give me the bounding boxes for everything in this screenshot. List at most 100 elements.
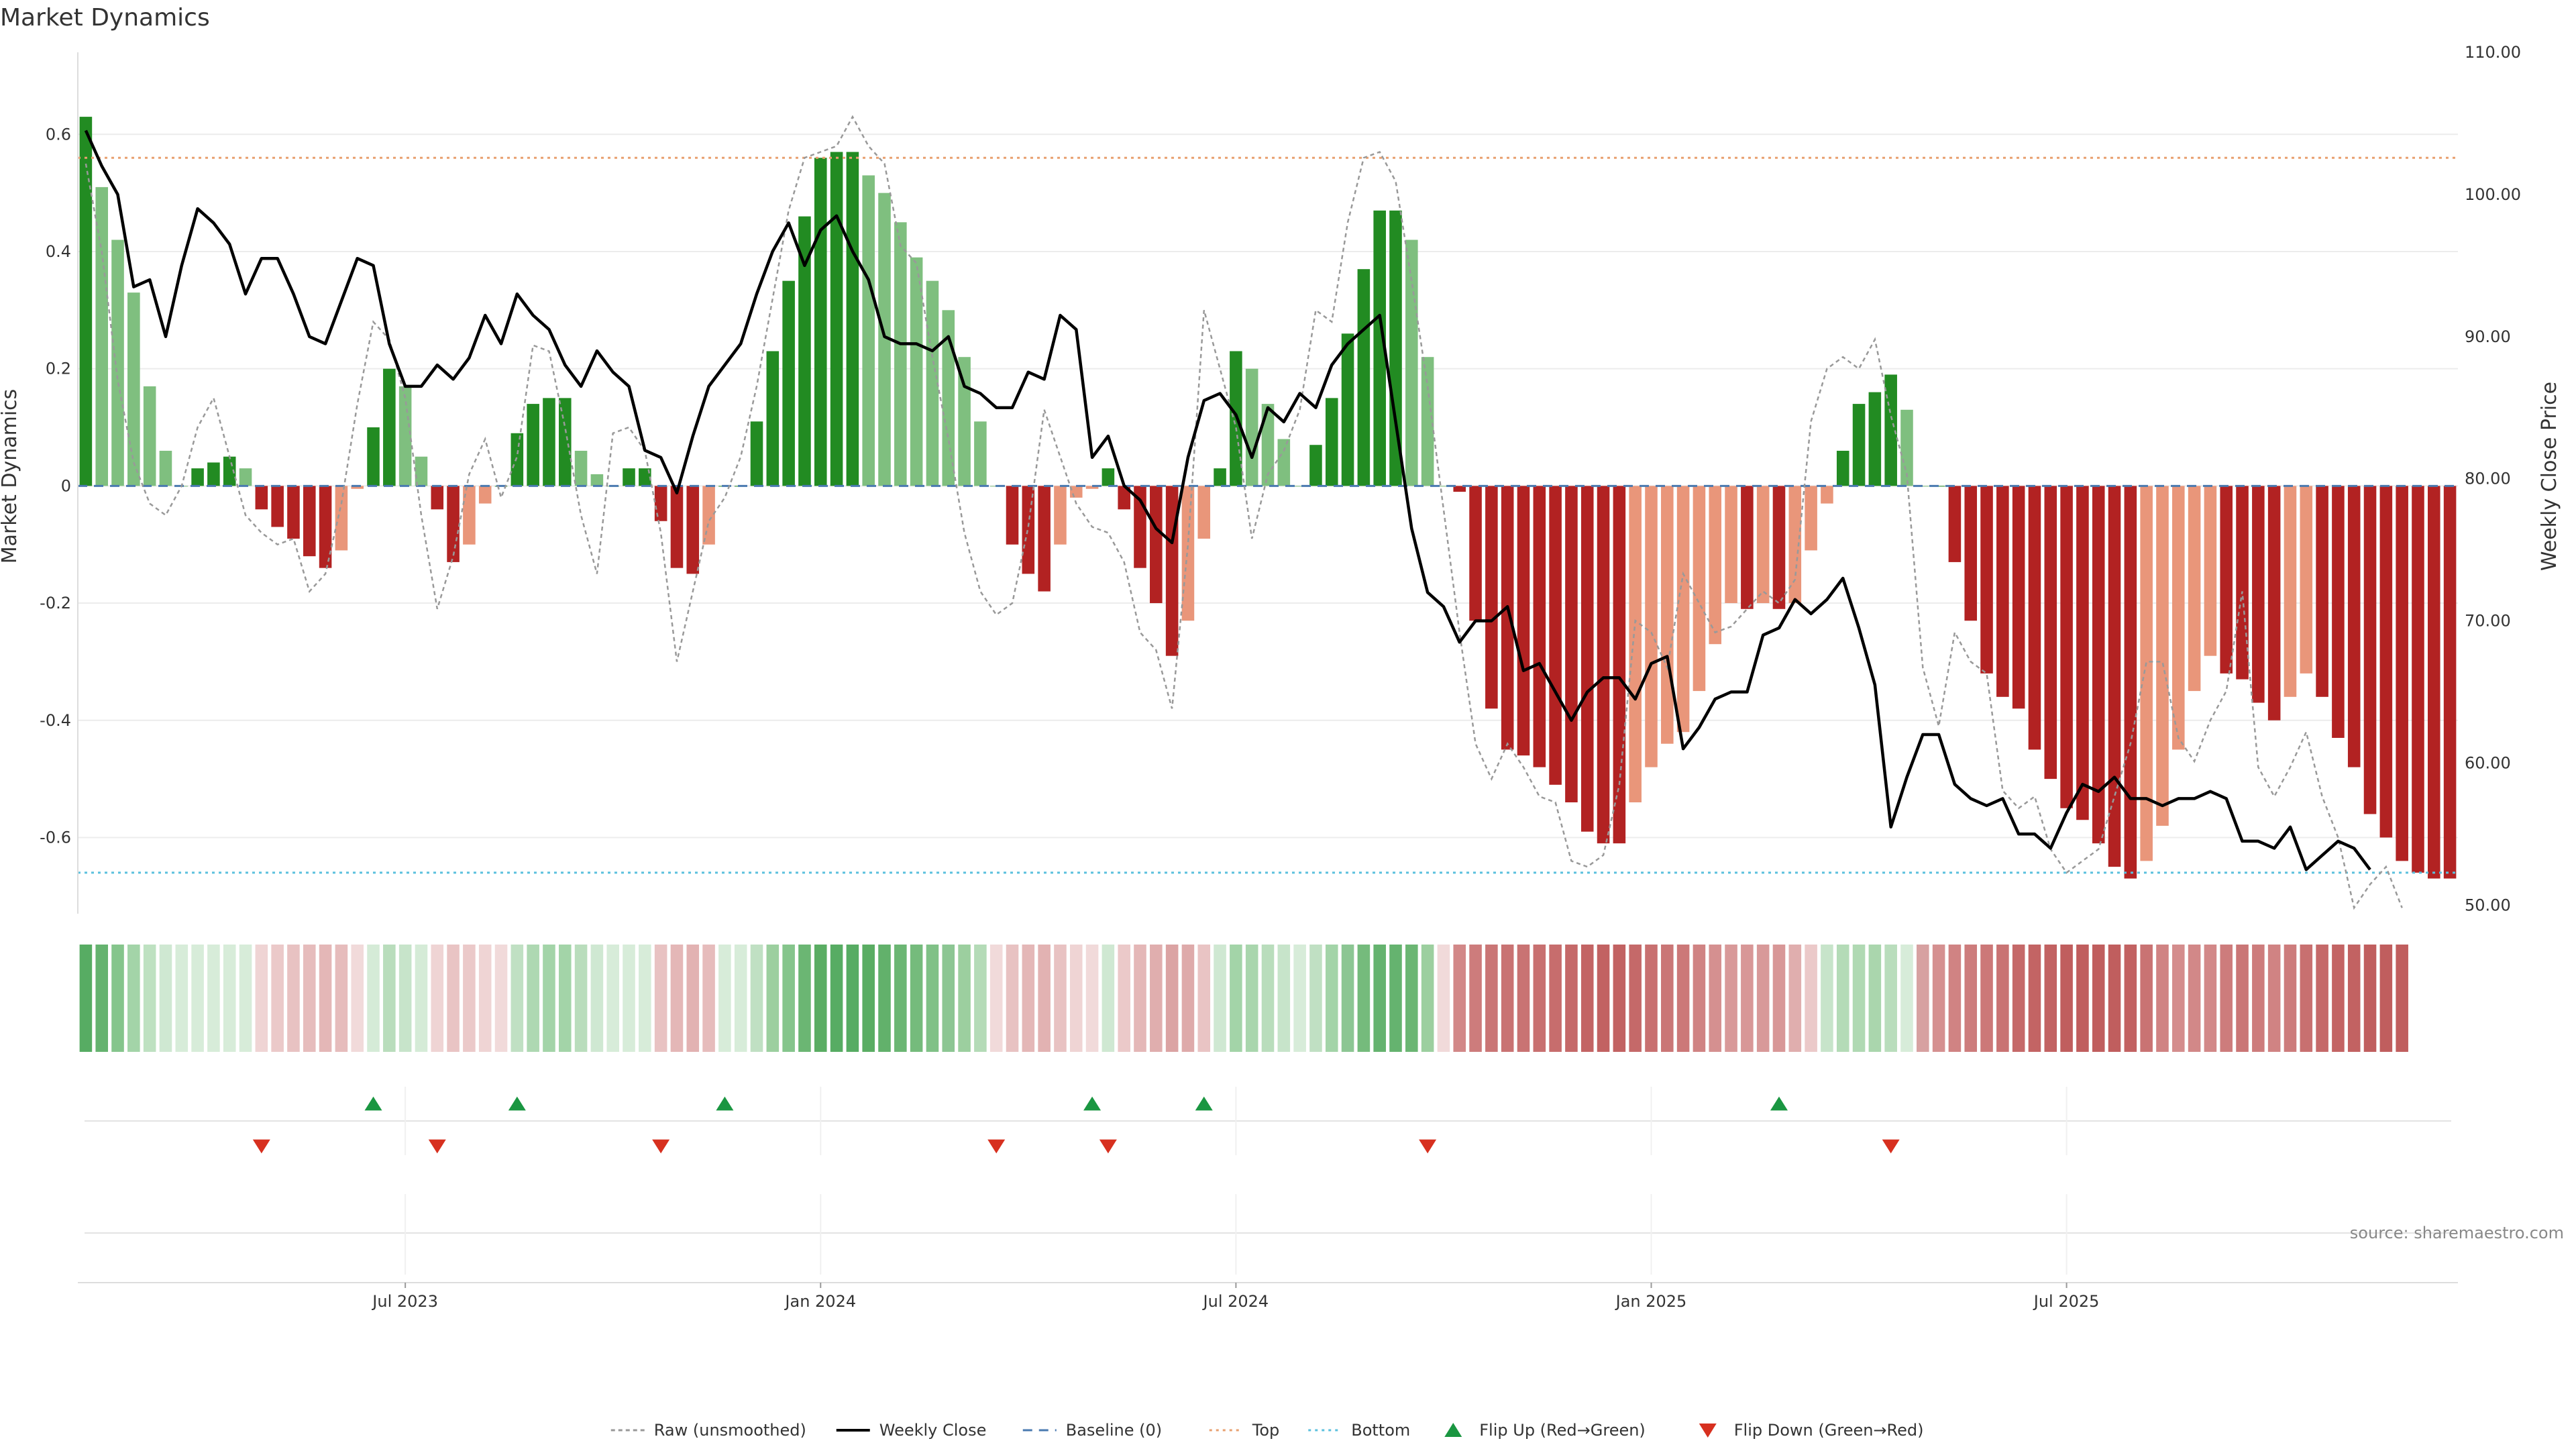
md-bar	[239, 468, 252, 486]
state-cell	[1788, 945, 1802, 1052]
md-bar	[511, 433, 524, 486]
md-bar	[1741, 486, 1754, 609]
state-cell	[223, 945, 236, 1052]
y-tick-label: 0.4	[46, 242, 71, 261]
state-cell	[431, 945, 444, 1052]
md-bar	[590, 474, 604, 486]
md-bar	[1469, 486, 1482, 621]
y-tick-label: 0.6	[46, 125, 71, 144]
reference-lines	[78, 156, 2458, 874]
md-bar	[543, 398, 555, 486]
state-cell	[1772, 945, 1786, 1052]
state-cell	[654, 945, 667, 1052]
state-cell	[639, 945, 651, 1052]
state-cell	[1709, 945, 1722, 1052]
state-cell	[670, 945, 684, 1052]
bars	[79, 117, 2457, 879]
md-bar	[2012, 486, 2025, 709]
md-bar	[191, 468, 204, 486]
state-cell	[1134, 945, 1146, 1052]
flip-down-marker	[428, 1139, 446, 1154]
state-cell	[1181, 945, 1195, 1052]
md-bar	[1676, 486, 1690, 733]
state-cell	[1277, 945, 1291, 1052]
legend-label: Weekly Close	[879, 1421, 987, 1440]
md-bar	[2044, 486, 2057, 780]
state-cell	[255, 945, 268, 1052]
flip-down-marker	[652, 1139, 670, 1154]
state-cell	[1725, 945, 1737, 1052]
md-bar	[1277, 439, 1291, 486]
md-bar	[846, 152, 859, 486]
md-bar	[1661, 486, 1674, 744]
md-bar	[1788, 486, 1802, 604]
state-cell	[558, 945, 572, 1052]
state-cell	[1756, 945, 1770, 1052]
md-bar	[351, 486, 364, 489]
state-cell	[2156, 945, 2169, 1052]
md-bar	[750, 421, 763, 486]
md-bar	[303, 486, 316, 557]
x-tick-label: Jul 2024	[1202, 1292, 1269, 1311]
md-bar	[910, 257, 923, 486]
state-cell	[1868, 945, 1882, 1052]
md-bar	[798, 216, 811, 486]
md-bar	[2060, 486, 2073, 808]
state-cell	[1453, 945, 1466, 1052]
state-cell	[1357, 945, 1371, 1052]
flip-up-marker	[1195, 1096, 1213, 1111]
md-bar	[1709, 486, 1722, 645]
state-cell	[2363, 945, 2377, 1052]
md-bar	[1964, 486, 1978, 621]
md-bar	[1756, 486, 1770, 604]
state-cell	[1948, 945, 1962, 1052]
md-bar	[2363, 486, 2377, 814]
state-cell	[1805, 945, 1817, 1052]
md-bar	[639, 468, 651, 486]
state-cell	[319, 945, 332, 1052]
md-bar	[1421, 357, 1434, 486]
state-cell	[989, 945, 1003, 1052]
md-bar	[2427, 486, 2440, 879]
md-bar	[1197, 486, 1211, 539]
md-bar	[2347, 486, 2361, 767]
state-cell	[303, 945, 316, 1052]
state-cell	[830, 945, 843, 1052]
md-bar	[1580, 486, 1594, 832]
md-bar	[463, 486, 476, 545]
md-bar	[1245, 368, 1258, 486]
md-bar	[2284, 486, 2297, 697]
state-cell	[543, 945, 555, 1052]
state-cell	[271, 945, 284, 1052]
state-cell	[1549, 945, 1562, 1052]
md-bar	[207, 462, 220, 486]
state-cell	[127, 945, 140, 1052]
md-bar	[702, 486, 715, 545]
state-cell	[478, 945, 492, 1052]
state-cell	[2252, 945, 2265, 1052]
legend-item-top: Top	[1209, 1421, 1279, 1440]
state-cell	[1597, 945, 1610, 1052]
md-bar	[1069, 486, 1083, 498]
md-bar	[1948, 486, 1962, 562]
state-cell	[1054, 945, 1067, 1052]
md-bar	[926, 280, 939, 486]
md-bar	[1501, 486, 1514, 750]
state-cell	[1980, 945, 1993, 1052]
state-cell	[1421, 945, 1434, 1052]
md-bar	[1852, 404, 1866, 486]
state-cell	[335, 945, 348, 1052]
flip-markers-panel	[85, 1087, 2451, 1275]
md-bar	[1022, 486, 1035, 574]
state-cell	[1006, 945, 1019, 1052]
legend: Raw (unsmoothed) Weekly Close Baseline (0)…	[610, 1421, 1924, 1440]
md-bar	[2172, 486, 2185, 750]
state-cell	[2012, 945, 2025, 1052]
md-bar	[383, 368, 396, 486]
state-cell	[910, 945, 923, 1052]
md-bar	[2267, 486, 2281, 720]
state-cell	[2332, 945, 2345, 1052]
md-bar	[2412, 486, 2424, 873]
state-cell	[1917, 945, 1929, 1052]
